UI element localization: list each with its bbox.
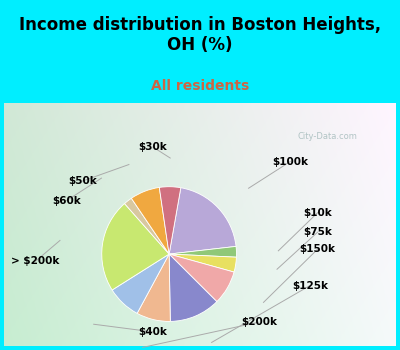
Text: $50k: $50k bbox=[68, 176, 97, 186]
Wedge shape bbox=[169, 254, 234, 302]
Wedge shape bbox=[169, 254, 217, 321]
Wedge shape bbox=[124, 198, 169, 254]
Wedge shape bbox=[169, 188, 236, 254]
Wedge shape bbox=[137, 254, 170, 321]
Text: All residents: All residents bbox=[151, 79, 249, 93]
Text: City-Data.com: City-Data.com bbox=[298, 132, 358, 141]
Text: $200k: $200k bbox=[241, 317, 277, 327]
Wedge shape bbox=[159, 187, 181, 254]
Text: $150k: $150k bbox=[300, 244, 336, 254]
Text: $40k: $40k bbox=[138, 327, 167, 337]
Text: > $200k: > $200k bbox=[11, 256, 60, 266]
Wedge shape bbox=[169, 254, 236, 272]
Text: Income distribution in Boston Heights,
OH (%): Income distribution in Boston Heights, O… bbox=[19, 16, 381, 54]
Text: $100k: $100k bbox=[272, 157, 308, 167]
Text: $75k: $75k bbox=[303, 227, 332, 237]
Text: $30k: $30k bbox=[138, 142, 167, 152]
Wedge shape bbox=[169, 246, 236, 257]
Wedge shape bbox=[131, 187, 169, 254]
Text: $10k: $10k bbox=[303, 208, 332, 218]
Text: $125k: $125k bbox=[292, 281, 328, 291]
Text: $60k: $60k bbox=[52, 196, 81, 205]
Wedge shape bbox=[102, 204, 169, 290]
Wedge shape bbox=[112, 254, 169, 313]
